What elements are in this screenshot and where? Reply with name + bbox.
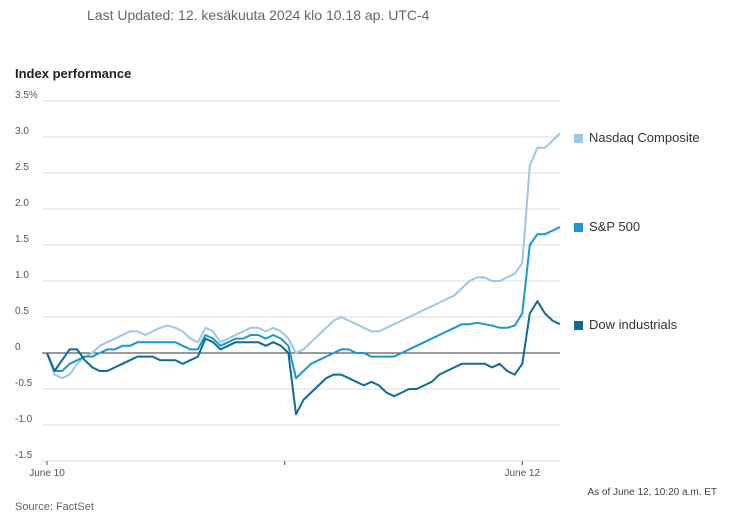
legend-label: Dow industrials (589, 317, 678, 332)
y-tick-label: 0 (15, 342, 21, 353)
legend-swatch (574, 223, 583, 232)
x-tick-label: June 12 (504, 468, 540, 479)
chart-title: Index performance (15, 66, 132, 81)
legend-label: Nasdaq Composite (589, 130, 700, 145)
y-tick-label: 0.5 (15, 306, 29, 317)
legend-label: S&P 500 (589, 219, 640, 234)
as-of-note: As of June 12, 10:20 a.m. ET (587, 487, 717, 498)
legend-swatch (574, 321, 583, 330)
x-tick-label: June 10 (29, 468, 65, 479)
series-layer (46, 132, 561, 416)
y-tick-label: -0.5 (15, 378, 33, 389)
y-tick-label: 3.0 (15, 126, 29, 137)
x-axis-ticks: June 10 June 12 (29, 461, 541, 479)
grid-layer (42, 100, 560, 462)
series-line-nasdaq-composite (46, 132, 561, 380)
y-tick-label: 2.5 (15, 162, 29, 173)
y-tick-label: 1.0 (15, 270, 29, 281)
y-tick-label: 3.5% (15, 90, 38, 101)
series-line-dow-industrials (46, 300, 561, 416)
y-tick-label: -1.0 (15, 414, 33, 425)
source-note: Source: FactSet (15, 501, 94, 513)
legend-swatch (574, 134, 583, 143)
last-updated-text: Last Updated: 12. kesäkuuta 2024 klo 10.… (87, 7, 430, 23)
series-line-s-p-500 (46, 226, 561, 380)
y-axis-ticks: 3.5% 3.0 2.5 2.0 1.5 1.0 0.5 0 -0.5 -1.0 -1.5 (15, 90, 38, 461)
y-tick-label: 2.0 (15, 198, 29, 209)
y-tick-label: 1.5 (15, 234, 29, 245)
y-tick-label: -1.5 (15, 450, 33, 461)
legend: Nasdaq Composite S&P 500 Dow industrials (574, 130, 700, 332)
